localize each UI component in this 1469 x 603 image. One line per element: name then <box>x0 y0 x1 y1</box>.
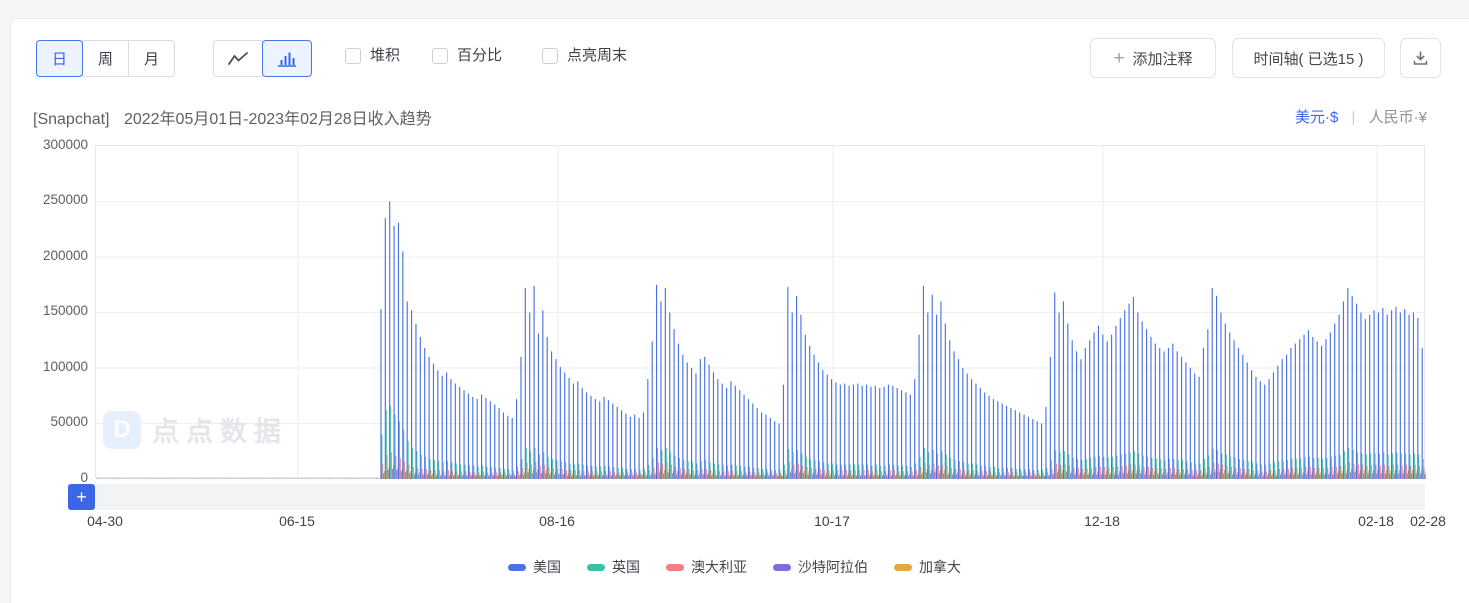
checkbox-highlight-weekend[interactable]: 点亮周末 <box>542 48 627 64</box>
watermark: D 点点数据 <box>103 410 288 449</box>
watermark-text: 点点数据 <box>152 417 288 447</box>
diandian-logo-icon: D <box>103 410 141 449</box>
checkbox-percentage[interactable]: 百分比 <box>432 48 502 64</box>
y-tick-label: 150000 <box>42 303 88 318</box>
y-tick-label: 0 <box>80 470 88 485</box>
download-button[interactable] <box>1400 38 1441 78</box>
chart-title: [Snapchat] 2022年05月01日-2023年02月28日收入趋势 <box>33 105 432 129</box>
x-tick-label: 10-17 <box>814 513 850 529</box>
currency-divider: | <box>1351 109 1356 126</box>
currency-cny[interactable]: 人民币·¥ <box>1368 109 1427 126</box>
granularity-month-button[interactable]: 月 <box>128 40 175 77</box>
download-icon <box>1413 50 1428 65</box>
timeline-button[interactable]: 时间轴( 已选15 ) <box>1232 38 1385 78</box>
legend-marker-icon <box>508 563 526 571</box>
checkbox-stacked-label: 堆积 <box>370 47 401 64</box>
legend-item-0[interactable]: 美国 <box>508 557 561 577</box>
x-tick-label: 02-28 <box>1410 513 1446 529</box>
x-tick-label: 04-30 <box>87 513 123 529</box>
legend-marker-icon <box>894 563 912 571</box>
x-tick-label: 02-18 <box>1358 513 1394 529</box>
checkbox-percentage-box[interactable] <box>432 48 448 64</box>
currency-switch: 美元·$ | 人民币·¥ <box>1295 106 1427 127</box>
legend-item-1[interactable]: 英国 <box>587 557 640 577</box>
checkbox-stacked-box[interactable] <box>345 48 361 64</box>
app-name: [Snapchat] <box>33 111 110 128</box>
legend-label: 美国 <box>533 559 561 575</box>
add-annotation-label: 添加注释 <box>1132 50 1193 68</box>
granularity-day-button[interactable]: 日 <box>36 40 83 77</box>
plot-area[interactable] <box>95 145 1426 479</box>
data-zoom-slider[interactable] <box>95 484 1425 510</box>
timeline-label: 时间轴( 已选15 ) <box>1253 50 1364 68</box>
x-tick-label: 12-18 <box>1084 513 1120 529</box>
granularity-switch: 日 周 月 <box>36 40 175 77</box>
y-tick-label: 300000 <box>42 137 88 152</box>
bar-chart-button[interactable] <box>262 40 312 77</box>
y-tick-label: 50000 <box>50 414 88 429</box>
checkbox-stacked[interactable]: 堆积 <box>345 48 400 64</box>
checkbox-highlight-weekend-label: 点亮周末 <box>567 47 628 64</box>
bar-chart-icon <box>278 52 296 67</box>
legend-item-3[interactable]: 沙特阿拉伯 <box>773 557 868 577</box>
x-tick-label: 08-16 <box>539 513 575 529</box>
granularity-week-button[interactable]: 周 <box>82 40 129 77</box>
date-range-title: 2022年05月01日-2023年02月28日收入趋势 <box>123 111 432 128</box>
legend: 美国 英国 澳大利亚 沙特阿拉伯 加拿大 <box>0 557 1469 577</box>
line-chart-button[interactable] <box>213 40 263 77</box>
currency-usd[interactable]: 美元·$ <box>1295 109 1339 126</box>
checkbox-highlight-weekend-box[interactable] <box>542 48 558 64</box>
legend-item-4[interactable]: 加拿大 <box>894 557 961 577</box>
checkbox-percentage-label: 百分比 <box>457 47 503 64</box>
line-chart-icon <box>228 51 248 65</box>
legend-label: 英国 <box>612 559 640 575</box>
y-tick-label: 100000 <box>42 359 88 374</box>
legend-marker-icon <box>587 563 605 571</box>
legend-label: 加拿大 <box>919 559 961 575</box>
legend-marker-icon <box>666 563 684 571</box>
add-annotation-button[interactable]: + 添加注释 <box>1090 38 1216 78</box>
bars-layer[interactable] <box>96 146 1426 479</box>
zoom-add-button[interactable]: + <box>68 484 95 510</box>
y-tick-label: 200000 <box>42 248 88 263</box>
plus-icon: + <box>1113 47 1125 69</box>
legend-label: 沙特阿拉伯 <box>798 559 868 575</box>
x-tick-label: 06-15 <box>279 513 315 529</box>
legend-marker-icon <box>773 563 791 571</box>
legend-label: 澳大利亚 <box>691 559 747 575</box>
chart-type-switch <box>213 40 312 77</box>
y-tick-label: 250000 <box>42 192 88 207</box>
legend-item-2[interactable]: 澳大利亚 <box>666 557 747 577</box>
